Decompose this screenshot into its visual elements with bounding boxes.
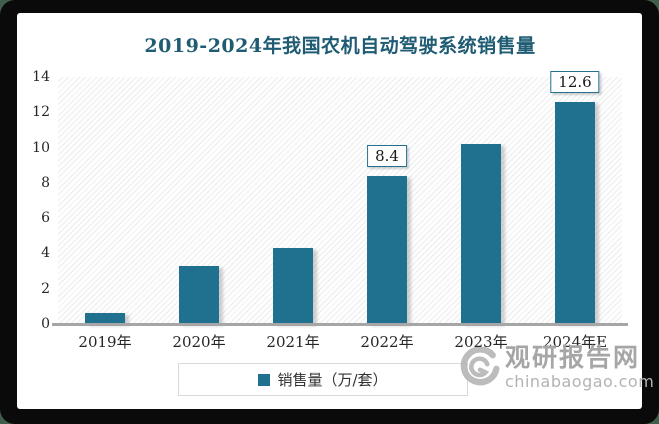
bar <box>273 248 313 324</box>
bar-slot: 8.4 <box>340 77 434 324</box>
bar-slot <box>152 77 246 324</box>
x-tick-label: 2020年 <box>172 333 226 351</box>
y-tick-label: 2 <box>41 280 50 297</box>
y-tick-label: 10 <box>32 139 50 156</box>
x-tick-label: 2019年 <box>78 333 132 351</box>
data-label: 8.4 <box>367 144 407 167</box>
bar-slot <box>434 77 528 324</box>
bar-slot <box>58 77 152 324</box>
chart-panel: 2019-2024年我国农机自动驾驶系统销售量 0 2 4 6 8 10 12 14 8.4 1… <box>17 13 654 409</box>
x-tick-label: 2023年 <box>454 333 508 351</box>
x-tick-label: 2024年E <box>542 333 608 351</box>
watermark-domain: chinabaogao.com <box>505 372 655 391</box>
bar <box>461 144 501 324</box>
y-tick-label: 4 <box>41 245 50 262</box>
x-axis-line <box>52 323 628 326</box>
bar <box>555 101 595 324</box>
bar <box>85 312 125 324</box>
bar-slot <box>246 77 340 324</box>
x-tick-label: 2021年 <box>266 333 320 351</box>
y-tick-label: 0 <box>41 316 50 332</box>
plot-area: 8.4 12.6 <box>58 70 622 324</box>
x-tick-label: 2022年 <box>360 333 414 351</box>
bar <box>367 175 407 324</box>
data-label: 12.6 <box>550 70 600 93</box>
chart-title: 2019-2024年我国农机自动驾驶系统销售量 <box>144 35 536 57</box>
y-tick-label: 8 <box>41 174 50 191</box>
bar-slot: 12.6 <box>528 70 622 324</box>
y-tick-label: 12 <box>32 104 50 121</box>
x-axis-labels: 2019年 2020年 2021年 2022年 2023年 2024年E <box>58 331 622 352</box>
y-axis: 0 2 4 6 8 10 12 14 <box>17 69 50 332</box>
legend-marker-icon <box>258 373 271 386</box>
y-tick-label: 14 <box>32 69 50 85</box>
bar <box>179 265 219 324</box>
legend: 销售量（万/套） <box>178 363 468 396</box>
y-tick-label: 6 <box>41 210 50 227</box>
legend-label: 销售量（万/套） <box>277 371 388 389</box>
